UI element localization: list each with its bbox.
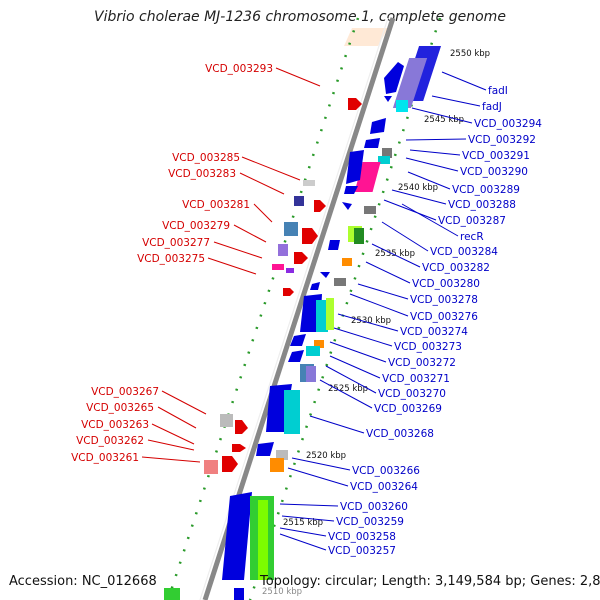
gene-label[interactable]: VCD_003263 — [81, 419, 149, 431]
feature-box — [220, 414, 233, 427]
forward-features — [204, 98, 362, 474]
gene-label[interactable]: VCD_003288 — [448, 199, 516, 211]
gene-label[interactable]: VCD_003269 — [374, 403, 442, 415]
tick-label: 2545 kbp — [424, 115, 464, 125]
gene-label[interactable]: fadJ — [482, 101, 502, 113]
feature-arrow — [232, 444, 246, 452]
gene-label[interactable]: VCD_003285 — [172, 152, 240, 164]
gene-label[interactable]: VCD_003267 — [91, 386, 159, 398]
feature-box — [286, 268, 294, 273]
gene-label[interactable]: VCD_003258 — [328, 531, 396, 543]
gene-label[interactable]: VCD_003271 — [382, 373, 450, 385]
gene-label[interactable]: VCD_003266 — [352, 465, 420, 477]
gene-label[interactable]: VCD_003294 — [474, 118, 542, 130]
tick-label: 2530 kbp — [351, 316, 391, 326]
feature-box — [272, 264, 284, 270]
gene-label[interactable]: VCD_003291 — [462, 150, 530, 162]
gene-label[interactable]: VCD_003264 — [350, 481, 418, 493]
feature-arrow — [348, 98, 362, 110]
tick-label: 2525 kbp — [328, 384, 368, 394]
accession-text: Accession: NC_012668 — [9, 574, 157, 589]
gene-label[interactable]: VCD_003281 — [182, 199, 250, 211]
feature-arrow — [222, 456, 238, 472]
gene-label[interactable]: VCD_003283 — [168, 168, 236, 180]
tick-label: 2550 kbp — [450, 49, 490, 59]
gene-label[interactable]: VCD_003265 — [86, 402, 154, 414]
feature-arrow — [302, 228, 318, 244]
tick-label: 2535 kbp — [375, 249, 415, 259]
reverse-features — [164, 46, 442, 600]
gene-label[interactable]: VCD_003292 — [468, 134, 536, 146]
gene-label[interactable]: VCD_003260 — [340, 501, 408, 513]
gene-label[interactable]: VCD_003274 — [400, 326, 468, 338]
gene-label[interactable]: VCD_003290 — [460, 166, 528, 178]
feature-box — [294, 196, 304, 206]
gene-label[interactable]: VCD_003282 — [422, 262, 490, 274]
gene-label[interactable]: VCD_003279 — [162, 220, 230, 232]
gene-label[interactable]: VCD_003257 — [328, 545, 396, 557]
feature-arrow — [235, 420, 248, 434]
gene-label[interactable]: VCD_003273 — [394, 341, 462, 353]
gene-label[interactable]: recR — [460, 231, 484, 243]
feature-box — [278, 244, 288, 256]
gene-label[interactable]: VCD_003284 — [430, 246, 498, 258]
gene-label[interactable]: VCD_003261 — [71, 452, 139, 464]
tick-label: 2510 kbp — [262, 587, 302, 597]
feature-arrow — [283, 288, 294, 296]
gene-label[interactable]: VCD_003293 — [205, 63, 273, 75]
gene-label[interactable]: VCD_003287 — [438, 215, 506, 227]
highlight-region — [344, 28, 388, 46]
gene-label[interactable]: VCD_003275 — [137, 253, 205, 265]
map-title: Vibrio cholerae MJ-1236 chromosome 1, co… — [94, 9, 506, 25]
feature-box — [284, 222, 298, 236]
feature-arrow — [294, 252, 308, 264]
tick-label: 2515 kbp — [283, 518, 323, 528]
tick-label: 2540 kbp — [398, 183, 438, 193]
gene-label[interactable]: VCD_003272 — [388, 357, 456, 369]
gene-label[interactable]: VCD_003270 — [378, 388, 446, 400]
gene-label[interactable]: VCD_003276 — [410, 311, 478, 323]
gene-label[interactable]: VCD_003262 — [76, 435, 144, 447]
right-connectors — [279, 71, 487, 551]
feature-box — [303, 180, 315, 186]
left-connectors — [141, 67, 321, 463]
gene-label[interactable]: VCD_003278 — [410, 294, 478, 306]
gene-label[interactable]: fadI — [488, 85, 508, 97]
topology-text: Topology: circular; Length: 3,149,584 bp… — [260, 574, 600, 589]
gene-label[interactable]: VCD_003268 — [366, 428, 434, 440]
feature-box — [204, 460, 218, 474]
gene-label[interactable]: VCD_003259 — [336, 516, 404, 528]
feature-arrow — [314, 200, 326, 212]
gene-label[interactable]: VCD_003289 — [452, 184, 520, 196]
gene-label[interactable]: VCD_003277 — [142, 237, 210, 249]
gene-label[interactable]: VCD_003280 — [412, 278, 480, 290]
tick-label: 2520 kbp — [306, 451, 346, 461]
